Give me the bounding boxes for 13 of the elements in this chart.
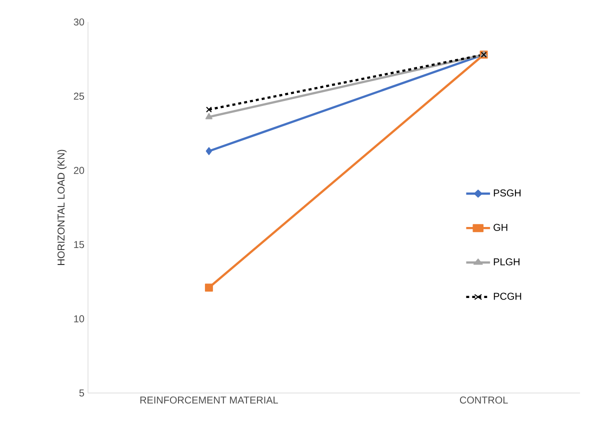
legend-label: PSGH — [494, 189, 521, 196]
y-tick-label: 15 — [74, 241, 84, 248]
y-axis-title: HORIZONTAL LOAD (KN) — [57, 150, 67, 265]
legend-label: GH — [494, 224, 508, 231]
y-tick-label: 5 — [79, 390, 84, 396]
y-tick-label: 20 — [74, 166, 84, 174]
x-tick-label: CONTROL — [460, 396, 508, 404]
legend-label: PLGH — [494, 258, 520, 266]
y-tick-label: 25 — [74, 92, 84, 100]
y-tick-label: 30 — [74, 18, 84, 26]
x-tick-label: REINFORCEMENT MATERIAL — [140, 396, 278, 404]
y-tick-label: 10 — [74, 315, 84, 322]
legend-label: PCGH — [494, 292, 522, 300]
